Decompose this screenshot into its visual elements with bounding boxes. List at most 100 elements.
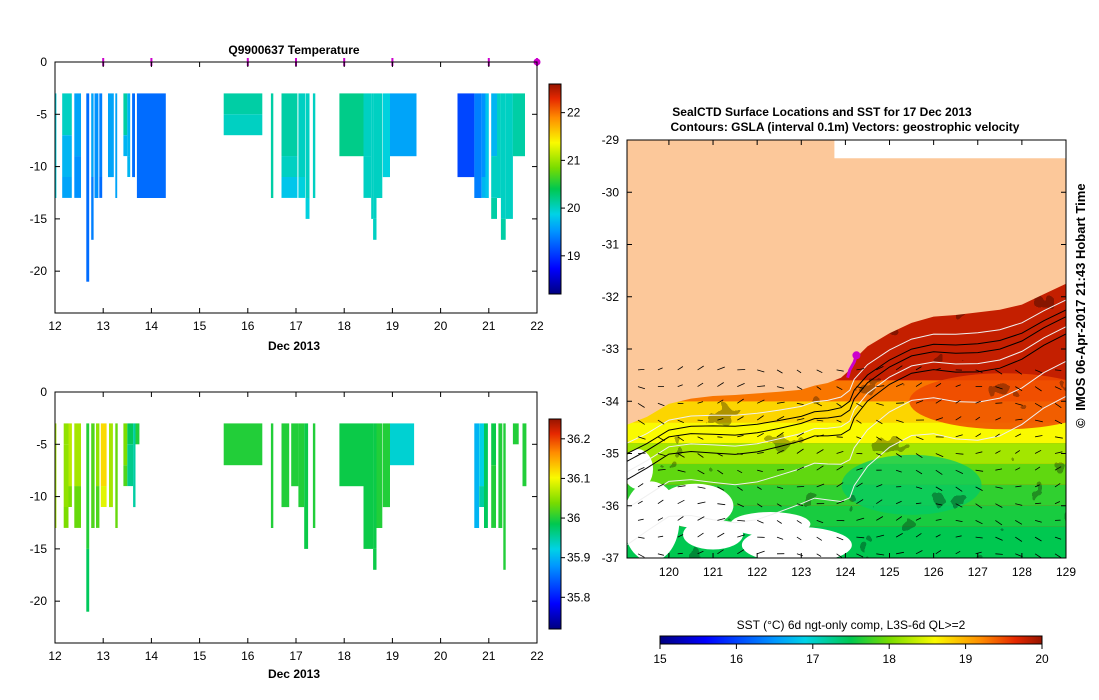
velocity-vector <box>1034 386 1042 392</box>
velocity-vector <box>995 450 1001 454</box>
profile-bin <box>457 93 475 178</box>
velocity-vector <box>1034 449 1042 454</box>
velocity-vector <box>1015 433 1022 438</box>
profile-bin <box>312 93 316 198</box>
sst-colorbar-tick-label: 19 <box>959 652 973 666</box>
x-tick-label: 20 <box>434 319 448 333</box>
velocity-vector <box>737 534 746 538</box>
velocity-vector <box>717 382 724 387</box>
profile-bin <box>363 423 374 528</box>
velocity-vector <box>737 503 744 508</box>
velocity-vector <box>776 449 784 454</box>
x-tick-label: 12 <box>48 319 62 333</box>
velocity-vector <box>637 553 645 558</box>
gsla-contours-white <box>627 299 1066 546</box>
salinity-y-axis: 0 -5 -10 -15 -20 <box>30 385 537 608</box>
velocity-vector <box>677 436 685 442</box>
lat-tick-label: -29 <box>602 133 620 147</box>
velocity-vector <box>836 419 842 423</box>
salinity-colorbar-ticks: 35.8 35.9 36 36.1 36.2 <box>561 432 591 604</box>
x-tick-label: 12 <box>48 649 62 663</box>
velocity-vector <box>637 369 645 371</box>
velocity-vector <box>717 503 726 506</box>
velocity-vector <box>697 516 705 521</box>
profile-bin <box>62 93 72 136</box>
imos-timestamp: © IMOS 06-Apr-2017 21:43 Hobart Time <box>1073 183 1088 428</box>
velocity-vector <box>717 486 725 491</box>
colorbar-tick-label: 19 <box>567 249 581 263</box>
x-tick-label: 22 <box>530 319 544 333</box>
velocity-vector <box>1034 369 1043 374</box>
profile-bin <box>373 218 377 240</box>
x-tick-label: 20 <box>434 649 448 663</box>
velocity-vector <box>697 453 704 458</box>
velocity-vector <box>1054 501 1061 505</box>
profile-bin <box>96 486 100 528</box>
velocity-vector <box>836 500 845 505</box>
velocity-vector <box>757 369 765 373</box>
velocity-vector <box>637 436 646 440</box>
lat-tick-label: -34 <box>602 394 620 408</box>
profile-bin <box>363 156 372 198</box>
velocity-vector <box>796 418 805 421</box>
velocity-vector <box>856 499 864 505</box>
velocity-vector <box>876 366 884 371</box>
profile-bin <box>371 93 374 219</box>
x-tick-label: 16 <box>241 649 255 663</box>
velocity-vector <box>757 469 763 472</box>
velocity-vector <box>955 453 964 455</box>
lon-tick-label: 124 <box>835 565 855 579</box>
velocity-vector <box>1034 536 1042 542</box>
profile-bin <box>339 93 364 157</box>
salinity-profiles <box>55 423 527 612</box>
profile-bin <box>376 93 383 198</box>
profile-bin <box>99 177 103 198</box>
lon-tick-label: 126 <box>924 565 944 579</box>
profile-bin <box>390 93 417 157</box>
lon-tick-label: 125 <box>880 565 900 579</box>
lat-tick-label: -36 <box>602 499 620 513</box>
profile-bin <box>115 423 118 528</box>
gsla-contour <box>627 309 1066 454</box>
profile-bin <box>74 156 81 198</box>
velocity-vector <box>717 532 725 538</box>
profile-bin <box>312 423 316 528</box>
velocity-vector <box>995 486 1003 489</box>
velocity-vector <box>896 551 904 555</box>
profile-bin <box>298 423 305 508</box>
velocity-vector <box>836 436 843 438</box>
velocity-vector <box>697 486 706 489</box>
velocity-vector <box>955 469 964 474</box>
velocity-vector <box>657 419 665 425</box>
profile-bin <box>281 93 298 157</box>
velocity-vector <box>975 503 983 509</box>
seal-current-position-marker <box>852 351 861 360</box>
profile-bin <box>86 423 90 549</box>
profile-bin <box>376 423 383 528</box>
x-tick-label: 14 <box>145 319 159 333</box>
profile-bin <box>63 423 69 445</box>
colorbar-tick-label: 35.9 <box>567 551 591 565</box>
lon-tick-label: 122 <box>747 565 767 579</box>
velocity-vector <box>876 385 885 387</box>
velocity-vector <box>836 386 843 391</box>
data-gap-region <box>834 140 1066 159</box>
velocity-vector <box>1054 553 1062 558</box>
sst-colorbar-tick-label: 20 <box>1035 652 1049 666</box>
profile-bin <box>339 423 364 487</box>
velocity-vector <box>637 467 645 471</box>
velocity-vector <box>856 402 863 408</box>
y-tick-label: -20 <box>30 594 48 608</box>
map-content <box>627 140 1066 558</box>
velocity-vector <box>637 483 644 488</box>
velocity-vector <box>737 435 744 438</box>
profile-bin <box>270 423 274 528</box>
sst-colorbar-label: SST (°C) 6d ngt-only comp, L3S-6d QL>=2 <box>737 618 966 632</box>
velocity-vector <box>1015 386 1023 392</box>
velocity-vector <box>1034 484 1040 488</box>
cloud-gap <box>741 526 852 558</box>
velocity-vector <box>796 402 804 405</box>
velocity-vector <box>697 550 704 555</box>
gsla-contour <box>627 326 1066 473</box>
profile-bin <box>123 465 128 487</box>
